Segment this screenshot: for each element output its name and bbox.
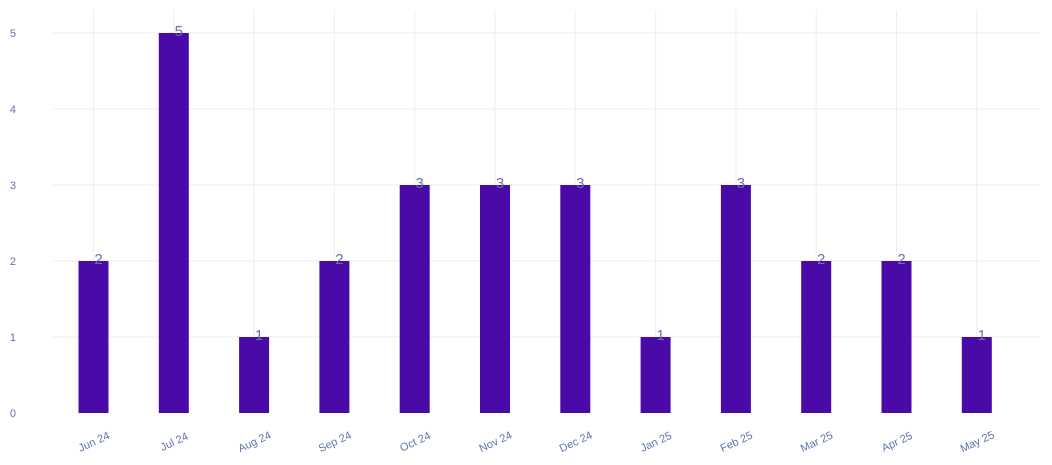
x-tick-label: Aug 24 (236, 429, 273, 455)
bar (78, 261, 109, 413)
data-label: 3 (416, 175, 424, 192)
x-tick-label: Sep 24 (317, 429, 354, 455)
x-tick-label: Oct 24 (398, 430, 432, 455)
data-label: 2 (897, 251, 905, 268)
x-tick-label: May 25 (959, 429, 997, 455)
vertical-gridlines (93, 10, 978, 413)
bar (560, 185, 591, 413)
bar (881, 261, 912, 413)
data-label: 1 (978, 327, 986, 344)
bar (640, 337, 671, 413)
data-label: 1 (656, 327, 664, 344)
bar (961, 337, 992, 413)
y-tick-label: 1 (10, 332, 16, 344)
x-tick-label: Jun 24 (77, 430, 112, 455)
y-tick-label: 2 (10, 256, 16, 268)
bar (239, 337, 270, 413)
x-axis-ticks: Jun 24 Jul 24 Aug 24 Sep 24 Oct 24 Nov 24 Dec … (77, 429, 997, 455)
x-tick-label: Dec 24 (558, 429, 595, 455)
x-tick-label: Nov 24 (477, 429, 514, 455)
bar (801, 261, 832, 413)
x-tick-label: Feb 25 (719, 430, 755, 455)
y-axis-ticks: 0 1 2 3 4 5 (10, 28, 16, 420)
bar (399, 185, 430, 413)
y-tick-label: 3 (10, 180, 16, 192)
data-label: 1 (255, 327, 263, 344)
data-label: 2 (335, 251, 343, 268)
data-label: 3 (576, 175, 584, 192)
data-label: 2 (817, 251, 825, 268)
x-tick-label: Jul 24 (159, 431, 191, 454)
data-label: 5 (175, 23, 183, 40)
data-labels: 2 5 1 2 3 3 3 1 3 2 2 1 (94, 23, 986, 344)
y-tick-label: 4 (10, 104, 16, 116)
data-label: 3 (737, 175, 745, 192)
data-label: 3 (496, 175, 504, 192)
bar (319, 261, 350, 413)
bar (720, 185, 751, 413)
data-label: 2 (94, 251, 102, 268)
x-tick-label: Apr 25 (880, 430, 914, 455)
bar (158, 33, 189, 413)
y-tick-label: 5 (10, 28, 16, 40)
x-tick-label: Jan 25 (639, 430, 674, 455)
x-tick-label: Mar 25 (799, 430, 835, 455)
bars (78, 33, 992, 413)
bar (480, 185, 510, 413)
horizontal-gridlines (53, 32, 1040, 338)
y-tick-label: 0 (10, 408, 16, 420)
